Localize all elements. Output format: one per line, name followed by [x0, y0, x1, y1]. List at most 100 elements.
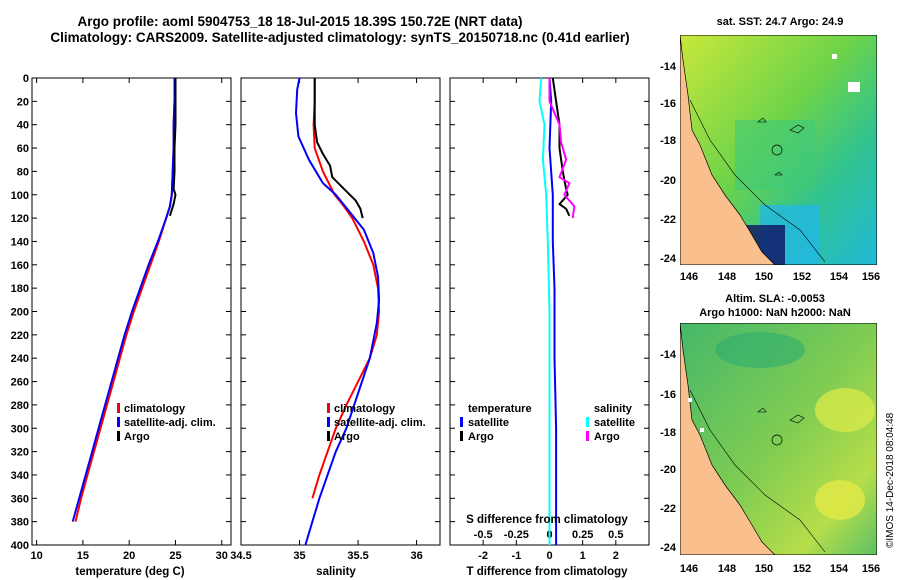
sst-map-title: sat. SST: 24.7 Argo: 24.9	[717, 16, 844, 28]
series-line-argo	[313, 78, 364, 219]
x-tick-label: 35.5	[347, 550, 368, 562]
legend-swatch-satellite	[117, 417, 120, 427]
x-secondary-tick-label: -0.5	[474, 529, 493, 541]
sla-reef-ring	[771, 434, 783, 446]
figure-title-line2: Climatology: CARS2009. Satellite-adjuste…	[50, 30, 629, 45]
y-tick-label: 340	[11, 470, 29, 482]
sst-reef-ring	[771, 144, 783, 156]
y-tick-label: 60	[17, 143, 29, 155]
sst-landmass	[680, 35, 776, 265]
sla-lat-tick: -24	[660, 542, 677, 554]
sla-lat-tick: -18	[660, 427, 676, 439]
legend-label-argo: Argo	[124, 431, 150, 443]
y-tick-label: 220	[11, 330, 29, 342]
series-line-salinity-satellite	[538, 77, 551, 545]
x-tick-label: 30	[216, 550, 228, 562]
figure-title-line1: Argo profile: aoml 5904753_18 18-Jul-201…	[78, 14, 523, 29]
legend-label-s-satellite: satellite	[594, 417, 635, 429]
sla-map-axes: 146 148 150 152 154 156 -14 -16 -18 -20 …	[660, 349, 880, 575]
sst-lon-tick: 148	[718, 271, 736, 283]
sla-lat-tick: -14	[660, 349, 677, 361]
sst-lat-tick: -18	[660, 135, 676, 147]
series-line-salinity-argo	[548, 78, 576, 219]
sla-map-title-line1: Altim. SLA: -0.0053	[725, 293, 825, 305]
x-tick-label: 10	[31, 550, 43, 562]
y-tick-label: 260	[11, 377, 29, 389]
sst-missing-data	[832, 54, 837, 59]
sla-lon-tick: 154	[830, 563, 849, 575]
sst-missing-data	[848, 82, 860, 92]
x-tick-label: 35	[293, 550, 305, 562]
x-tick-label: 1	[580, 550, 586, 562]
sla-lat-tick: -22	[660, 503, 676, 515]
sst-lon-tick: 152	[793, 271, 811, 283]
y-tick-label: 120	[11, 213, 29, 225]
sla-high-patch	[815, 388, 875, 432]
series-line-satellite-adj-clim	[295, 77, 381, 546]
legend-swatch-t-satellite	[460, 417, 463, 427]
legend-header-salinity: salinity	[594, 403, 633, 415]
salinity-panel: 34.5 35 35.5 36	[230, 77, 441, 562]
legend-label-satellite: satellite-adj. clim.	[334, 417, 426, 429]
y-tick-label: 180	[11, 283, 29, 295]
x-tick-label: -2	[478, 550, 488, 562]
legend-swatch-argo	[117, 431, 120, 441]
x-tick-label: 34.5	[230, 550, 251, 562]
sst-lon-tick: 154	[830, 271, 849, 283]
temperature-x-label: temperature (deg C)	[75, 566, 184, 578]
legend-swatch-climatology	[327, 403, 330, 413]
sla-lon-tick: 146	[680, 563, 698, 575]
legend-swatch-t-argo	[460, 431, 463, 441]
sst-lat-tick: -24	[660, 253, 677, 265]
imos-timestamp: ©IMOS 14-Dec-2018 08:04:48	[885, 412, 896, 548]
y-tick-label: 400	[11, 540, 29, 552]
y-tick-label: 380	[11, 517, 29, 529]
sla-bathymetry-contour	[689, 389, 826, 553]
sst-lat-tick: -14	[660, 61, 677, 73]
y-tick-label: 200	[11, 307, 29, 319]
sla-landmass	[680, 323, 776, 555]
legend-label-t-argo: Argo	[468, 431, 494, 443]
sla-lon-tick: 152	[793, 563, 811, 575]
y-tick-label: 20	[17, 96, 29, 108]
legend-label-climatology: climatology	[124, 403, 186, 415]
sst-map-axes: 146 148 150 152 154 156 -14 -16 -18 -20 …	[660, 61, 880, 283]
y-tick-label: 160	[11, 260, 29, 272]
difference-secondary-x-label: S difference from climatology	[466, 514, 628, 526]
sst-reef-outlines	[757, 117, 805, 176]
sla-lon-tick: 150	[755, 563, 773, 575]
series-line-satellite-adj-clim	[71, 78, 176, 522]
salinity-x-label: salinity	[316, 566, 356, 578]
sst-lon-tick: 150	[755, 271, 773, 283]
sst-map	[680, 35, 877, 265]
y-tick-label: 240	[11, 353, 29, 365]
y-tick-label: 320	[11, 447, 29, 459]
sst-lon-tick: 156	[862, 271, 880, 283]
sla-lon-tick: 148	[718, 563, 736, 575]
sla-missing-data	[688, 398, 692, 402]
x-tick-label: 15	[77, 550, 89, 562]
series-line-climatology	[311, 78, 381, 499]
sla-lat-tick: -20	[660, 464, 676, 476]
salinity-legend: climatology satellite-adj. clim. Argo	[327, 403, 426, 443]
series-line-temperature-satellite	[548, 77, 558, 545]
temperature-panel: 0 20 40 60 80 100 120 140 160 180 200 220 240 260 280 3…	[11, 73, 232, 562]
legend-header-temperature: temperature	[468, 403, 532, 415]
x-tick-label: 20	[123, 550, 135, 562]
difference-panel: -2 -1 0 1 2-0.5 -0.25 0 0.25 0.5	[449, 77, 650, 562]
difference-legend: temperature salinity satellite Argo sate…	[460, 403, 635, 443]
y-tick-label: 300	[11, 423, 29, 435]
y-tick-label: 360	[11, 493, 29, 505]
x-tick-label: 36	[410, 550, 422, 562]
legend-swatch-climatology	[117, 403, 120, 413]
x-tick-label: 0	[546, 550, 552, 562]
x-secondary-tick-label: -0.25	[504, 529, 529, 541]
sla-high-patch	[815, 480, 865, 520]
x-tick-label: 2	[613, 550, 619, 562]
sla-missing-data	[700, 428, 704, 432]
sla-lon-tick: 156	[862, 563, 880, 575]
y-tick-label: 80	[17, 166, 29, 178]
y-tick-label: 0	[23, 73, 29, 85]
sst-lon-tick: 146	[680, 271, 698, 283]
